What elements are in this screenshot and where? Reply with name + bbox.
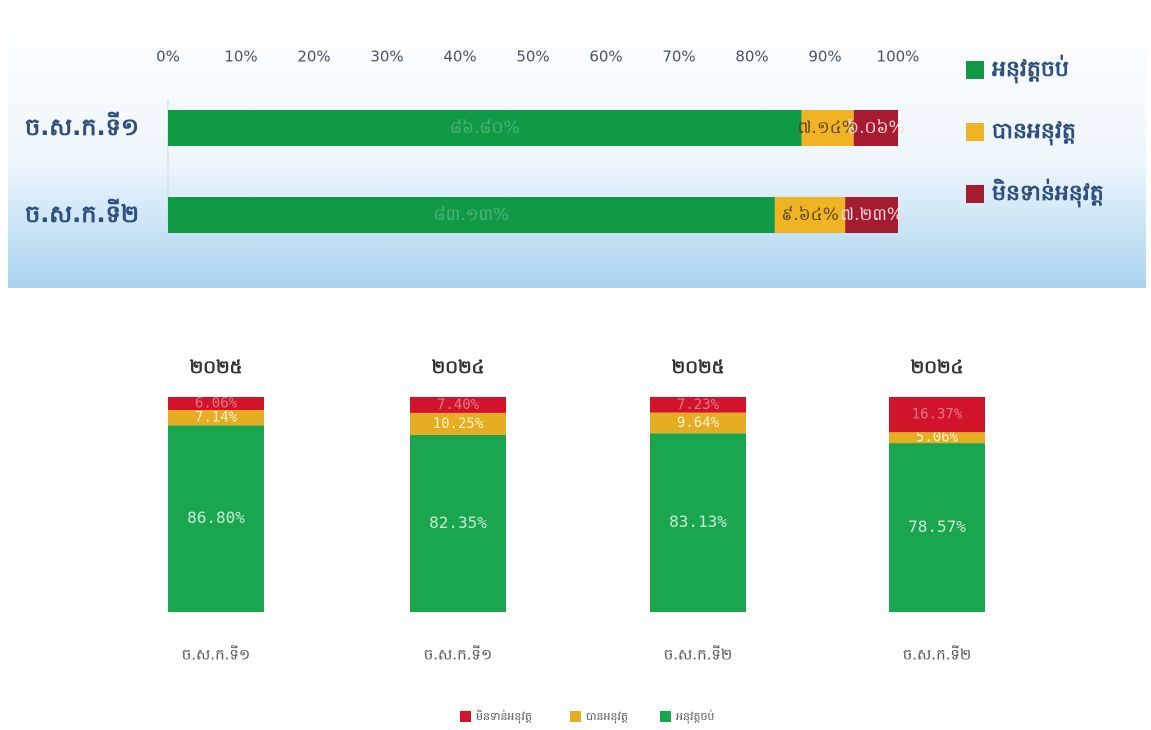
legend-swatch	[966, 123, 984, 141]
bar-segment	[650, 397, 746, 413]
legend-label: អនុវត្តចប់	[676, 709, 714, 724]
bar-segment	[845, 197, 898, 233]
bar-segment	[650, 412, 746, 434]
bar-segment	[853, 110, 898, 146]
legend-label: មិនទាន់អនុវត្ត	[992, 178, 1104, 208]
value-label: ៧.២៣%	[840, 205, 903, 225]
legend-swatch	[570, 711, 581, 722]
x-tick-label: 50%	[516, 48, 549, 66]
x-tick-label: 70%	[662, 48, 695, 66]
value-label: 7.40%	[437, 397, 480, 413]
value-label: 16.37%	[912, 407, 963, 423]
bar-segment	[168, 425, 264, 612]
top-panel	[8, 8, 1146, 288]
value-label: 7.23%	[677, 397, 720, 413]
value-label: ៨៦.៨០%	[450, 118, 520, 138]
value-label: 5.06%	[916, 430, 959, 446]
x-tick-label: ច.ស.ក.ទី១	[424, 645, 493, 664]
legend-swatch	[660, 711, 671, 722]
x-tick-label: 100%	[877, 48, 920, 66]
value-label: 83.13%	[669, 512, 727, 531]
bar-segment	[168, 197, 775, 233]
x-tick-label: 80%	[735, 48, 768, 66]
legend-swatch	[460, 711, 471, 722]
value-label: 10.25%	[433, 416, 484, 432]
x-tick-label: 30%	[370, 48, 403, 66]
bar-segment	[774, 197, 846, 233]
x-tick-label: ច.ស.ក.ទី១	[182, 645, 251, 664]
x-tick-label: 60%	[589, 48, 622, 66]
x-tick-label: ច.ស.ក.ទី២	[664, 645, 733, 664]
legend-label: បានអនុវត្ត	[586, 710, 628, 724]
value-label: ៧.១៤%	[797, 118, 857, 138]
legend-label: អនុវត្តចប់	[992, 54, 1069, 84]
value-label: 82.35%	[429, 513, 487, 532]
bar-segment	[168, 397, 264, 411]
bar-title: ២០២៤	[432, 357, 485, 378]
bar-segment	[889, 432, 985, 444]
bar-segment	[410, 434, 506, 612]
bar-title: ២០២៥	[672, 357, 725, 378]
x-tick-label: 10%	[224, 48, 257, 66]
bar-title: ២០២៥	[190, 357, 243, 378]
value-label: ៨៣.១៣%	[434, 205, 510, 225]
bar-title: ២០២៤	[911, 357, 964, 378]
legend-swatch	[966, 185, 984, 203]
bar-segment	[168, 410, 264, 426]
legend-swatch	[966, 61, 984, 79]
x-tick-label: ច.ស.ក.ទី២	[903, 645, 972, 664]
x-tick-label: 20%	[297, 48, 330, 66]
value-label: 86.80%	[187, 508, 245, 527]
bar-segment	[889, 397, 985, 433]
legend-label: បានអនុវត្ត	[992, 119, 1076, 146]
value-label: ៩.៦៤%	[781, 205, 839, 225]
value-label: 6.06%	[195, 396, 238, 412]
x-tick-label: 0%	[156, 48, 180, 66]
value-label: ៦.០៦%	[847, 118, 905, 138]
bar-segment	[650, 433, 746, 612]
x-tick-label: 40%	[443, 48, 476, 66]
value-label: 7.14%	[195, 410, 238, 426]
bar-segment	[889, 443, 985, 612]
x-tick-label: 90%	[808, 48, 841, 66]
y-tick-label: ច.ស.ក.ទី១	[25, 111, 139, 141]
value-label: 9.64%	[677, 415, 720, 431]
bar-segment	[168, 110, 802, 146]
bar-segment	[801, 110, 854, 146]
value-label: 78.57%	[908, 517, 966, 536]
y-tick-label: ច.ស.ក.ទី២	[25, 198, 139, 228]
bar-segment	[410, 412, 506, 435]
legend-label: មិនទាន់អនុវត្ត	[476, 709, 532, 724]
bar-segment	[410, 397, 506, 413]
